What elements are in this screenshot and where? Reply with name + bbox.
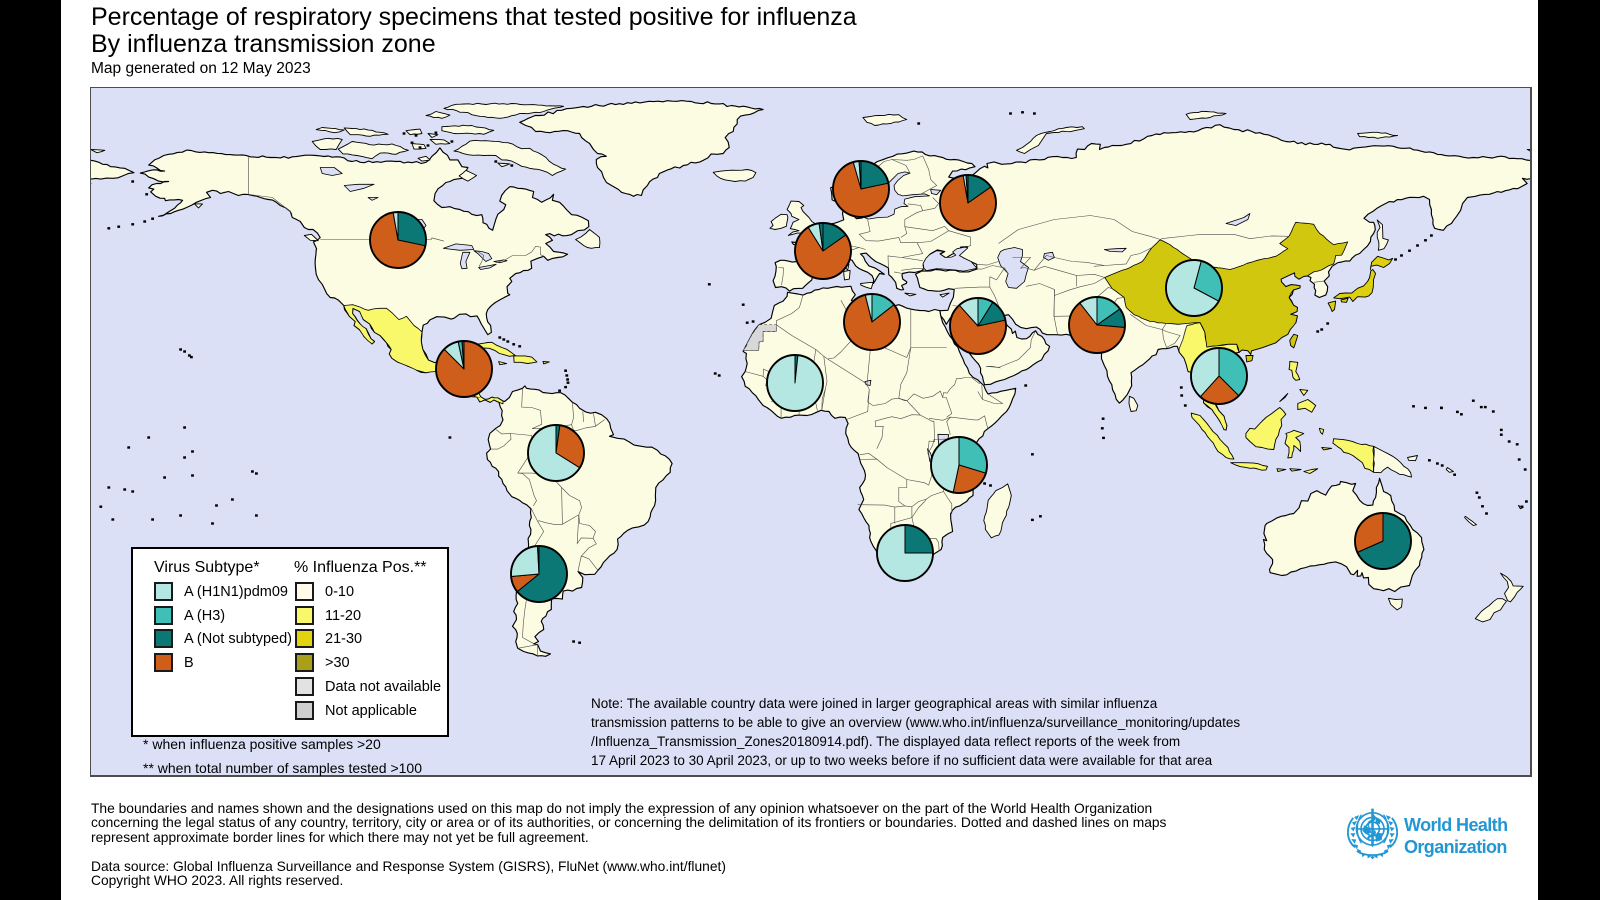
- svg-text:World Health: World Health: [1404, 815, 1507, 835]
- svg-text:Organization: Organization: [1404, 837, 1507, 857]
